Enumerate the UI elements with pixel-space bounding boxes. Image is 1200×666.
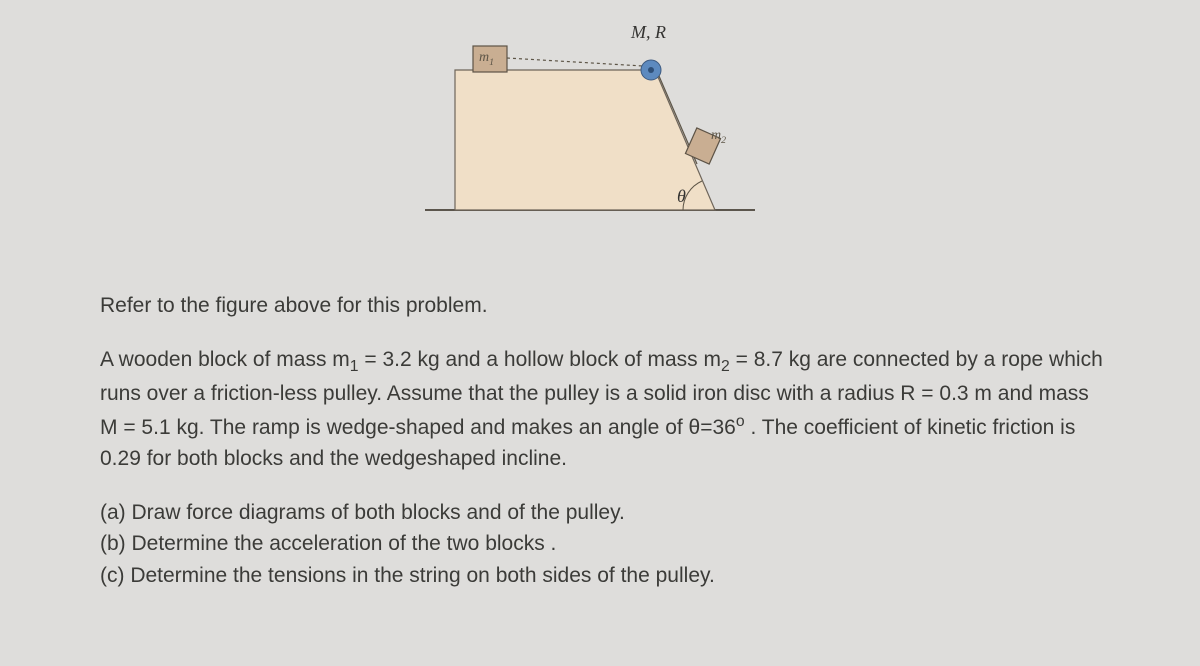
wedge [455,70,715,210]
figure-inner: m1 M, R m2 θ [425,40,785,240]
rope-horizontal [507,58,643,66]
problem-text: Refer to the figure above for this probl… [100,290,1110,591]
deg-sup: o [736,413,745,430]
question-a: (a) Draw force diagrams of both blocks a… [100,497,1110,529]
label-m1: m1 [479,50,494,68]
question-c: (c) Determine the tensions in the string… [100,560,1110,592]
intro-line: Refer to the figure above for this probl… [100,290,1110,322]
para-2: = 3.2 kg and a hollow block of mass m [359,348,721,371]
main-paragraph: A wooden block of mass m1 = 3.2 kg and a… [100,344,1110,475]
figure-area: m1 M, R m2 θ [100,40,1110,260]
label-MR: M, R [631,22,666,43]
m1-sub: 1 [350,358,359,375]
pulley-inner [648,67,654,73]
question-b: (b) Determine the acceleration of the tw… [100,528,1110,560]
label-theta: θ [677,186,686,207]
m2-sub: 2 [721,358,730,375]
para-1: A wooden block of mass m [100,348,350,371]
physics-diagram [425,40,785,240]
label-m2: m2 [711,128,726,146]
page: m1 M, R m2 θ Refer to the figure above f… [0,0,1200,666]
